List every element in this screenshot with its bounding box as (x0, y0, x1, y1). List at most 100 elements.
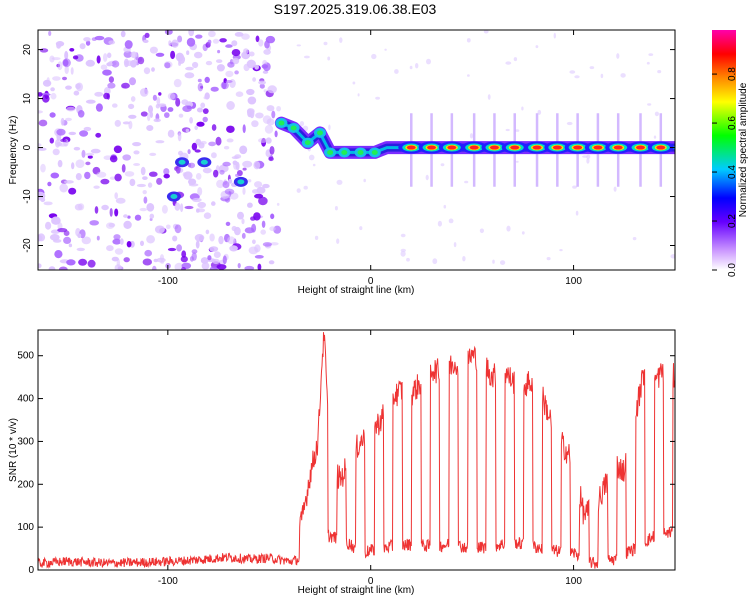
noise-blob (252, 189, 259, 194)
faint-speck (336, 238, 340, 244)
noise-blob (149, 213, 155, 219)
noise-blob (74, 203, 83, 211)
noise-blob (144, 249, 152, 257)
noise-blob (103, 92, 110, 100)
noise-blob (262, 70, 269, 74)
noise-blob (68, 243, 73, 248)
faint-speck (586, 154, 591, 159)
faint-speck (371, 53, 377, 60)
noise-blob (186, 105, 192, 110)
noise-blob (96, 235, 100, 241)
noise-blob (79, 130, 89, 137)
faint-speck (657, 70, 662, 74)
noise-blob (196, 121, 205, 127)
noise-blob (222, 181, 230, 189)
ridge-core (327, 149, 334, 155)
noise-blob (108, 40, 116, 45)
noise-blob (174, 224, 182, 234)
noise-blob (93, 185, 100, 189)
noise-blob (48, 266, 56, 270)
noise-blob (178, 113, 184, 118)
noise-blob (241, 218, 245, 225)
noise-blob (81, 149, 86, 158)
faint-speck (359, 226, 363, 231)
noise-blob (188, 178, 197, 186)
noise-blob (75, 173, 82, 181)
noise-blob (107, 52, 112, 59)
faint-speck (589, 66, 595, 70)
noise-blob (129, 178, 136, 187)
faint-speck (535, 45, 539, 49)
faint-speck (632, 237, 637, 241)
noise-blob (270, 242, 279, 246)
faint-speck (464, 180, 469, 184)
noise-blob (85, 99, 96, 104)
noise-blob (204, 76, 210, 83)
noise-blob (130, 60, 137, 68)
faint-speck (303, 185, 308, 190)
noise-blob (53, 239, 62, 243)
noise-blob (95, 132, 102, 138)
spec-ytick-label: 0 (22, 144, 33, 150)
noise-blob (237, 211, 244, 220)
noise-blob (119, 238, 124, 245)
noise-blob (175, 97, 181, 107)
noise-blob (140, 240, 144, 246)
noise-blob (259, 83, 265, 89)
noise-blob (116, 258, 121, 267)
noise-blob (181, 267, 186, 270)
noise-blob (123, 220, 132, 229)
noise-blob (106, 245, 114, 252)
noise-blob (114, 192, 118, 200)
noise-blob (107, 82, 116, 89)
noise-blob (202, 116, 208, 123)
noise-blob (216, 59, 223, 63)
noise-blob (186, 50, 190, 55)
noise-blob (100, 178, 110, 185)
ridge-core (316, 130, 323, 136)
noise-blob (188, 30, 195, 37)
noise-blob (210, 86, 219, 92)
noise-blob (156, 96, 161, 105)
noise-blob (253, 212, 261, 221)
noise-blob (47, 181, 52, 187)
spectrogram-ylabel: Frequency (Hz) (8, 116, 19, 185)
noise-blob (268, 260, 275, 265)
faint-speck (648, 53, 654, 56)
noise-blob (164, 30, 173, 35)
noise-blob (242, 187, 246, 195)
spot-core (178, 159, 186, 165)
noise-blob (195, 173, 202, 180)
noise-blob (192, 61, 199, 69)
noise-blob (153, 118, 161, 123)
noise-blob (133, 150, 140, 155)
noise-blob (94, 91, 104, 97)
noise-blob (45, 221, 52, 230)
noise-blob (177, 132, 182, 142)
faint-speck (303, 55, 310, 59)
faint-speck (453, 242, 457, 248)
noise-blob (184, 72, 195, 79)
noise-blob (63, 230, 70, 236)
peak-core (510, 145, 520, 150)
noise-blob (204, 92, 210, 100)
peak-core (593, 145, 603, 150)
noise-blob (103, 53, 108, 62)
faint-speck (314, 235, 319, 240)
noise-blob (63, 180, 74, 184)
faint-speck (308, 154, 315, 161)
noise-blob (59, 183, 68, 193)
snr-ytick-label: 300 (17, 436, 34, 447)
noise-blob (222, 255, 227, 265)
noise-blob (79, 43, 86, 50)
noise-blob (57, 159, 63, 168)
colorbar-tick-label: 0.0 (727, 263, 738, 277)
noise-blob (64, 50, 69, 60)
noise-blob (72, 55, 79, 60)
noise-blob (127, 215, 131, 219)
noise-blob (146, 203, 155, 212)
noise-blob (149, 152, 157, 156)
noise-blob (208, 30, 216, 38)
peak-core (427, 145, 437, 150)
